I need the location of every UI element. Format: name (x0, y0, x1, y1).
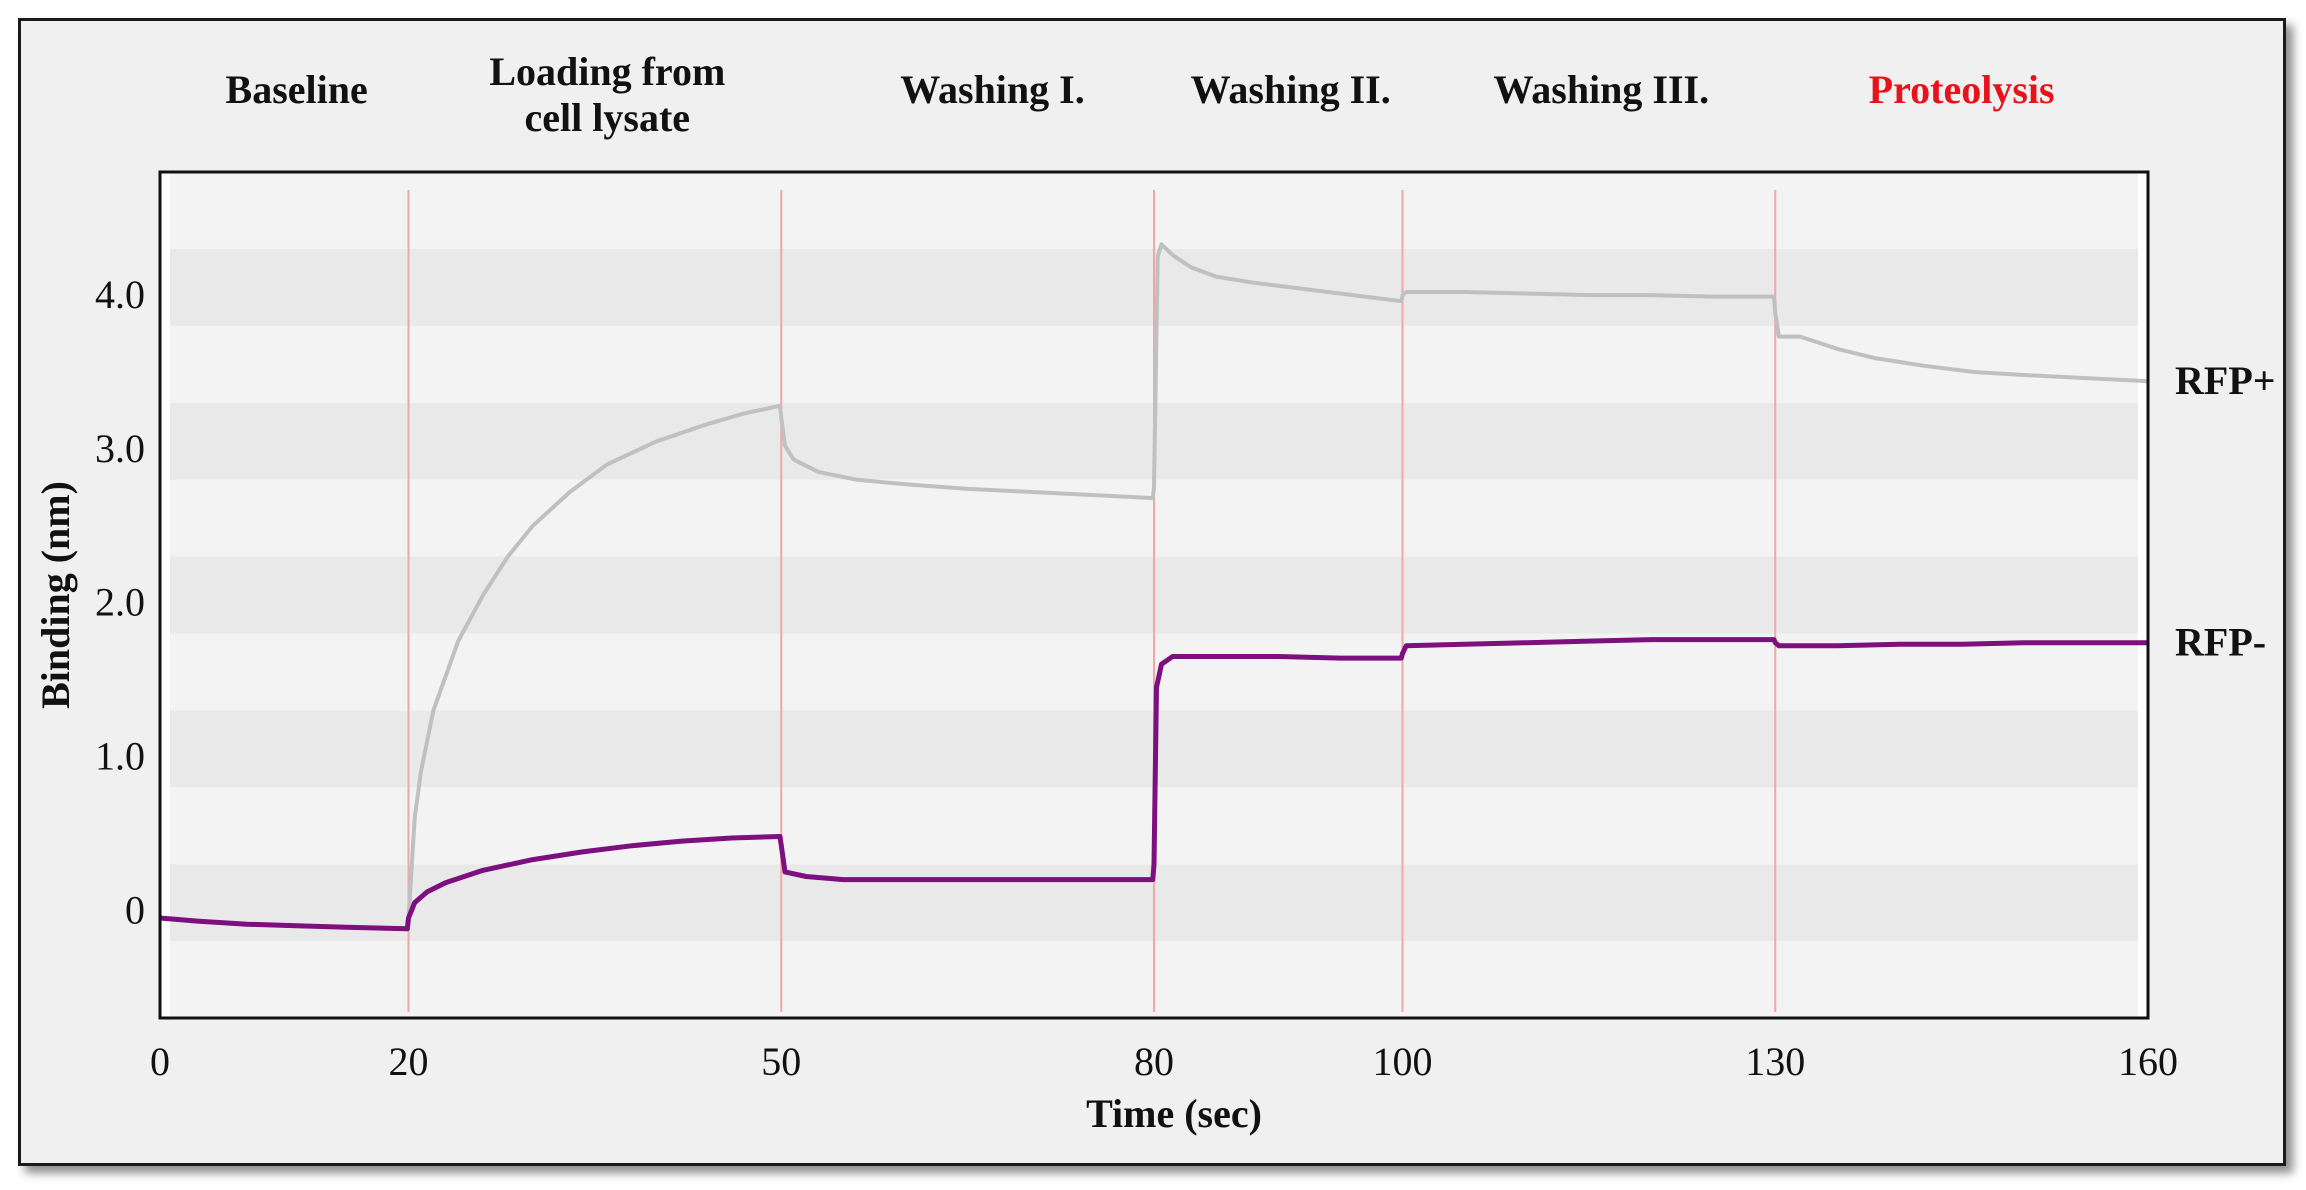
y-tick-label: 3.0 (95, 426, 145, 471)
x-tick-label: 80 (1134, 1039, 1174, 1084)
phase-labels: Baseline Loading from cell lysate Washing I… (226, 49, 2055, 140)
series-line-rfpplus (159, 242, 2149, 931)
phase-label: Washing I. (900, 67, 1085, 112)
x-axis-title: Time (sec) (1086, 1091, 1262, 1136)
y-tick-label: 4.0 (95, 272, 145, 317)
series-line-rfpminus (159, 637, 2148, 932)
y-tick-label: 2.0 (95, 580, 145, 625)
x-tick-label: 160 (2118, 1039, 2178, 1084)
x-tick-label: 50 (761, 1039, 801, 1084)
x-tick-label: 100 (1373, 1039, 1433, 1084)
series-layer (159, 242, 2149, 932)
plot-area-border (158, 170, 2150, 1020)
y-tick-label: 0 (125, 887, 145, 932)
phase-label: Proteolysis (1869, 67, 2055, 112)
x-tick-label: 20 (389, 1039, 429, 1084)
series-label: RFP- (2175, 620, 2266, 665)
series-labels: RFP+ RFP- (2175, 358, 2276, 664)
y-axis-ticks: 0 1.0 2.0 3.0 4.0 (95, 272, 145, 932)
y-axis-title: Binding (nm) (33, 481, 78, 709)
x-tick-label: 130 (1745, 1039, 1805, 1084)
phase-label: Washing III. (1493, 67, 1709, 112)
phase-label: Baseline (226, 67, 368, 112)
y-tick-label: 1.0 (95, 734, 145, 779)
x-tick-label: 0 (150, 1039, 170, 1084)
phase-label: Loading from cell lysate (489, 49, 725, 140)
x-axis-ticks: 0 20 50 80 100 130 160 (150, 1039, 2178, 1084)
phase-label: Washing II. (1191, 67, 1391, 112)
series-label: RFP+ (2175, 358, 2276, 403)
